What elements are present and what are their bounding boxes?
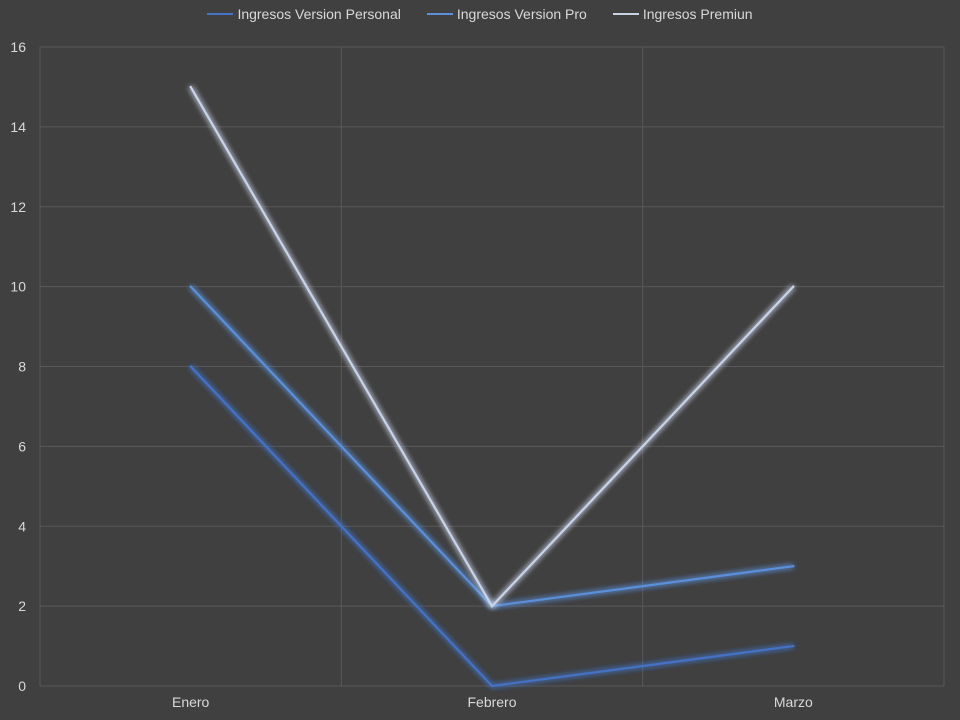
y-tick-label-16: 16 <box>10 39 26 55</box>
data-point-s0-0 <box>189 365 192 368</box>
y-tick-label-14: 14 <box>10 119 26 135</box>
data-point-s1-0 <box>189 285 192 288</box>
legend-swatch-personal <box>207 13 234 15</box>
legend-item-pro: Ingresos Version Pro <box>426 6 587 22</box>
y-tick-label-12: 12 <box>10 199 26 215</box>
legend-label-pro: Ingresos Version Pro <box>456 6 587 22</box>
y-tick-label-2: 2 <box>18 598 26 614</box>
data-point-s2-2 <box>792 285 795 288</box>
legend-label-personal: Ingresos Version Personal <box>237 6 401 22</box>
legend-swatch-pro <box>426 13 453 15</box>
y-tick-label-0: 0 <box>18 678 26 694</box>
y-tick-label-10: 10 <box>10 279 26 295</box>
data-point-s2-0 <box>189 85 192 89</box>
legend-item-personal: Ingresos Version Personal <box>207 6 401 22</box>
data-point-s0-2 <box>792 644 795 648</box>
series-line-2 <box>189 86 795 608</box>
legend-label-premiun: Ingresos Premiun <box>642 6 753 22</box>
data-point-s2-1 <box>490 604 494 608</box>
x-tick-label-enero: Enero <box>172 694 210 710</box>
legend-swatch-premiun <box>612 13 639 15</box>
y-tick-label-8: 8 <box>18 359 26 375</box>
x-tick-label-febrero: Febrero <box>467 694 516 710</box>
y-tick-label-6: 6 <box>18 438 26 454</box>
legend-item-premiun: Ingresos Premiun <box>612 6 753 22</box>
x-tick-label-marzo: Marzo <box>774 694 813 710</box>
y-tick-label-4: 4 <box>18 518 26 534</box>
data-point-s1-2 <box>792 564 795 568</box>
data-point-s0-1 <box>490 684 494 688</box>
legend: Ingresos Version Personal Ingresos Versi… <box>0 6 960 22</box>
